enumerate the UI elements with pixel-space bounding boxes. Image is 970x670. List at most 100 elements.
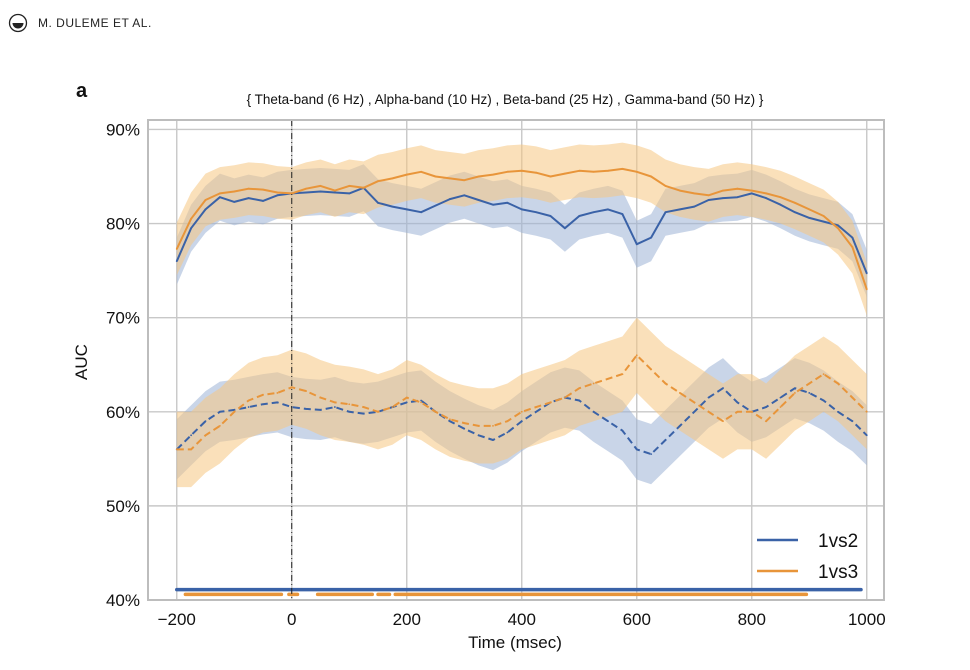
data-point <box>707 396 710 399</box>
data-point <box>175 248 178 250</box>
data-point <box>262 200 264 202</box>
data-point <box>377 410 379 413</box>
x-tick-label: 1000 <box>848 610 886 629</box>
data-point <box>434 175 437 178</box>
data-point <box>463 194 466 197</box>
data-point <box>822 373 825 376</box>
data-point <box>779 203 782 206</box>
data-point <box>851 396 854 399</box>
data-point <box>693 205 696 208</box>
data-point <box>190 448 193 451</box>
data-point <box>722 189 724 192</box>
data-point <box>779 196 782 199</box>
data-point <box>319 184 322 187</box>
data-point <box>664 439 667 441</box>
x-tick-label: 400 <box>508 610 536 629</box>
data-point <box>535 171 538 174</box>
data-point <box>808 392 811 394</box>
data-point <box>650 368 653 371</box>
data-point <box>707 194 710 197</box>
data-point <box>448 177 451 180</box>
data-point <box>592 211 595 214</box>
data-point <box>808 382 811 385</box>
data-point <box>276 392 279 394</box>
data-point <box>851 236 854 239</box>
data-point <box>693 192 696 195</box>
data-point <box>190 217 193 220</box>
data-point <box>549 401 552 404</box>
data-point <box>851 420 854 423</box>
data-point <box>218 196 221 199</box>
data-point <box>793 201 796 204</box>
publisher-logo-icon <box>8 13 28 33</box>
data-point <box>477 424 480 427</box>
data-point <box>635 170 638 173</box>
data-point <box>607 420 609 423</box>
data-point <box>190 227 193 230</box>
y-tick-label: 70% <box>106 309 140 328</box>
data-point <box>865 288 868 291</box>
data-point <box>377 180 379 183</box>
data-point <box>204 420 207 423</box>
data-point <box>218 410 221 413</box>
confidence-band <box>176 317 867 488</box>
data-point <box>405 208 408 211</box>
data-point <box>535 211 538 214</box>
data-point <box>865 272 868 275</box>
legend-label: 1vs3 <box>818 562 858 583</box>
data-point <box>434 410 437 413</box>
data-point <box>563 227 566 230</box>
data-point <box>607 377 609 380</box>
significance-bars <box>175 587 863 597</box>
y-tick-label: 50% <box>106 497 140 516</box>
data-point <box>377 201 379 204</box>
data-point <box>362 412 365 415</box>
data-point <box>175 448 178 451</box>
data-point <box>434 204 437 207</box>
data-point <box>448 198 451 200</box>
data-point <box>262 393 264 396</box>
data-point <box>348 184 351 187</box>
x-tick-label: 200 <box>393 610 421 629</box>
data-point <box>420 211 423 214</box>
data-point <box>276 194 279 197</box>
data-point <box>391 205 394 208</box>
data-point <box>563 172 566 175</box>
data-point <box>750 192 753 195</box>
data-point <box>592 410 595 413</box>
data-point <box>333 189 336 192</box>
data-point <box>822 220 825 223</box>
data-point <box>463 179 466 182</box>
data-point <box>348 192 351 195</box>
data-point <box>678 392 681 394</box>
data-point <box>348 403 351 406</box>
data-point <box>247 399 250 402</box>
data-point <box>362 186 365 189</box>
data-point <box>247 197 250 200</box>
data-point <box>578 169 581 172</box>
data-point <box>765 197 768 200</box>
data-point <box>678 189 681 192</box>
data-point <box>592 382 595 385</box>
data-point <box>520 169 523 172</box>
data-point <box>650 175 653 178</box>
data-point <box>607 169 609 172</box>
data-point <box>290 386 293 389</box>
data-point <box>276 401 279 404</box>
data-point <box>750 189 753 192</box>
data-point <box>247 406 250 408</box>
data-point <box>463 427 466 430</box>
data-point <box>262 403 264 406</box>
data-point <box>549 215 552 217</box>
data-point <box>333 406 336 408</box>
data-point <box>420 401 423 404</box>
page-header: M. DULEME ET AL. <box>8 12 152 34</box>
x-tick-label: 0 <box>287 610 296 629</box>
data-point <box>506 420 509 423</box>
data-point <box>305 187 308 190</box>
data-point <box>218 424 221 427</box>
data-point <box>678 208 681 211</box>
data-point <box>621 213 624 216</box>
data-point <box>722 420 724 423</box>
